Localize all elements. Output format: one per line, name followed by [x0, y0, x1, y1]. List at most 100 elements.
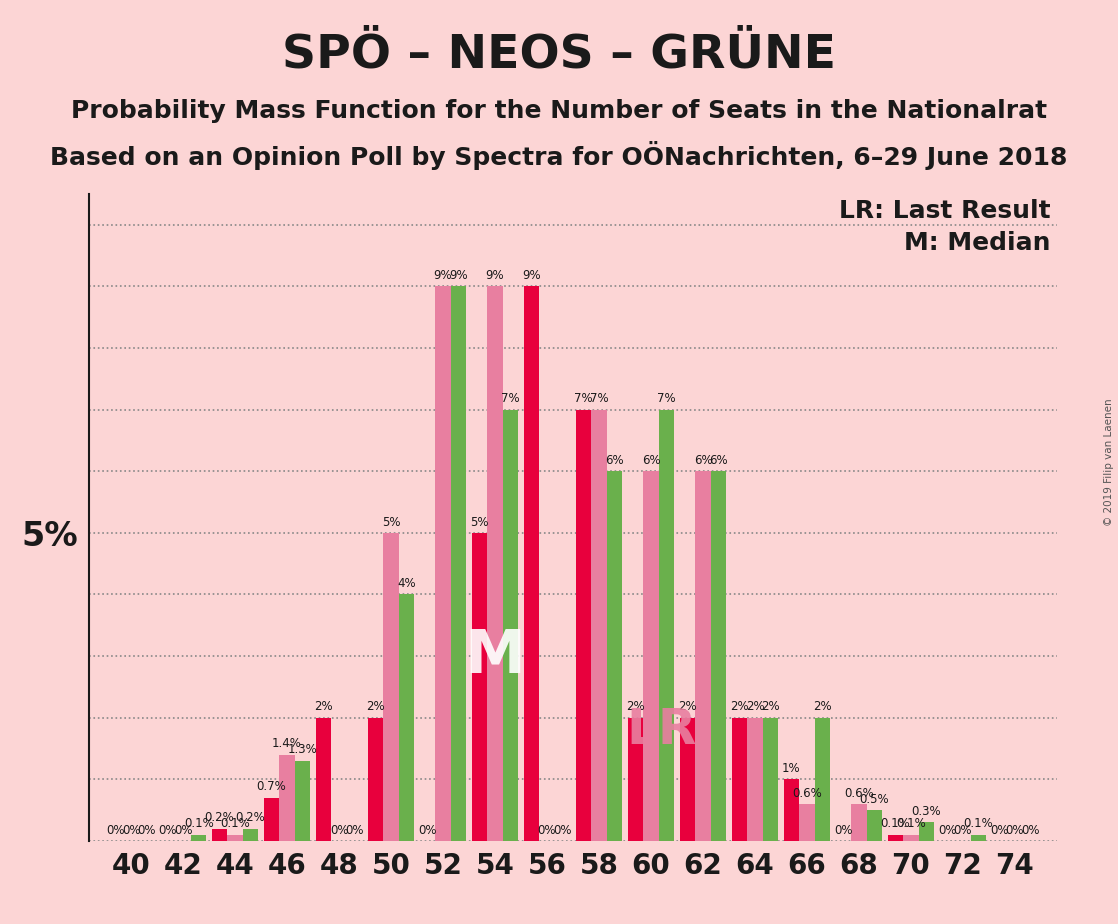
Bar	[368, 718, 383, 841]
Bar	[680, 718, 695, 841]
Bar	[747, 718, 762, 841]
Text: 0.2%: 0.2%	[236, 811, 265, 824]
Text: 2%: 2%	[746, 700, 765, 713]
Text: 0%: 0%	[345, 823, 363, 836]
Bar	[866, 810, 882, 841]
Bar	[762, 718, 778, 841]
Text: 0.1%: 0.1%	[881, 818, 910, 831]
Text: 0.3%: 0.3%	[911, 805, 941, 818]
Text: 0%: 0%	[834, 823, 853, 836]
Text: 0.1%: 0.1%	[220, 818, 250, 831]
Text: 2%: 2%	[813, 700, 832, 713]
Text: 0.1%: 0.1%	[964, 818, 994, 831]
Text: 2%: 2%	[626, 700, 645, 713]
Text: 0%: 0%	[330, 823, 348, 836]
Text: 7%: 7%	[501, 393, 520, 406]
Text: 1%: 1%	[781, 762, 800, 775]
Bar	[711, 471, 727, 841]
Text: 6%: 6%	[605, 454, 624, 467]
Text: 0.1%: 0.1%	[183, 818, 214, 831]
Text: 2%: 2%	[314, 700, 333, 713]
Text: 6%: 6%	[642, 454, 661, 467]
Text: 0.5%: 0.5%	[860, 793, 889, 806]
Bar	[435, 286, 451, 841]
Bar	[383, 533, 399, 841]
Text: 0%: 0%	[954, 823, 973, 836]
Text: 0.6%: 0.6%	[792, 786, 822, 799]
Bar	[888, 834, 903, 841]
Text: 9%: 9%	[485, 269, 504, 282]
Bar	[191, 834, 207, 841]
Bar	[903, 834, 919, 841]
Text: 0%: 0%	[991, 823, 1008, 836]
Text: 0%: 0%	[1021, 823, 1040, 836]
Bar	[784, 779, 799, 841]
Bar	[970, 834, 986, 841]
Text: LR: LR	[626, 706, 697, 754]
Text: 4%: 4%	[397, 578, 416, 590]
Bar	[399, 594, 415, 841]
Text: 0%: 0%	[418, 823, 437, 836]
Bar	[659, 409, 674, 841]
Text: Probability Mass Function for the Number of Seats in the Nationalrat: Probability Mass Function for the Number…	[70, 99, 1048, 123]
Bar	[799, 804, 815, 841]
Text: SPÖ – NEOS – GRÜNE: SPÖ – NEOS – GRÜNE	[282, 32, 836, 78]
Bar	[487, 286, 503, 841]
Bar	[243, 829, 258, 841]
Text: 0%: 0%	[122, 823, 140, 836]
Text: 1.4%: 1.4%	[272, 737, 302, 750]
Text: 0.1%: 0.1%	[896, 818, 926, 831]
Text: 9%: 9%	[449, 269, 468, 282]
Text: 7%: 7%	[589, 393, 608, 406]
Bar	[315, 718, 331, 841]
Text: 2%: 2%	[761, 700, 780, 713]
Text: 0%: 0%	[938, 823, 957, 836]
Text: 0.2%: 0.2%	[205, 811, 235, 824]
Text: 2%: 2%	[678, 700, 697, 713]
Bar	[731, 718, 747, 841]
Bar	[591, 409, 607, 841]
Text: 0%: 0%	[173, 823, 192, 836]
Text: 0%: 0%	[106, 823, 125, 836]
Text: 6%: 6%	[709, 454, 728, 467]
Bar	[472, 533, 487, 841]
Bar	[576, 409, 591, 841]
Bar	[919, 822, 935, 841]
Text: 0%: 0%	[158, 823, 177, 836]
Text: 2%: 2%	[730, 700, 749, 713]
Text: © 2019 Filip van Laenen: © 2019 Filip van Laenen	[1105, 398, 1114, 526]
Text: 7%: 7%	[574, 393, 593, 406]
Text: 0%: 0%	[538, 823, 557, 836]
Bar	[503, 409, 519, 841]
Bar	[627, 718, 643, 841]
Bar	[643, 471, 659, 841]
Bar	[695, 471, 711, 841]
Bar	[227, 834, 243, 841]
Text: M: Median: M: Median	[904, 231, 1051, 255]
Bar	[295, 760, 311, 841]
Bar	[280, 755, 295, 841]
Text: 1.3%: 1.3%	[287, 744, 318, 757]
Bar	[851, 804, 866, 841]
Text: 0%: 0%	[1006, 823, 1024, 836]
Bar	[451, 286, 466, 841]
Text: 5%: 5%	[381, 516, 400, 529]
Bar	[523, 286, 539, 841]
Bar	[264, 797, 280, 841]
Text: 0.6%: 0.6%	[844, 786, 874, 799]
Text: 7%: 7%	[657, 393, 676, 406]
Text: LR: Last Result: LR: Last Result	[840, 199, 1051, 223]
Text: 9%: 9%	[434, 269, 453, 282]
Text: 9%: 9%	[522, 269, 541, 282]
Text: 5%: 5%	[471, 516, 489, 529]
Bar	[815, 718, 831, 841]
Text: M: M	[465, 626, 525, 686]
Text: 2%: 2%	[366, 700, 385, 713]
Text: 0%: 0%	[553, 823, 571, 836]
Text: 0%: 0%	[138, 823, 155, 836]
Text: Based on an Opinion Poll by Spectra for OÖNachrichten, 6–29 June 2018: Based on an Opinion Poll by Spectra for …	[50, 141, 1068, 170]
Text: 6%: 6%	[693, 454, 712, 467]
Text: 0.7%: 0.7%	[256, 781, 286, 794]
Bar	[211, 829, 227, 841]
Bar	[607, 471, 623, 841]
